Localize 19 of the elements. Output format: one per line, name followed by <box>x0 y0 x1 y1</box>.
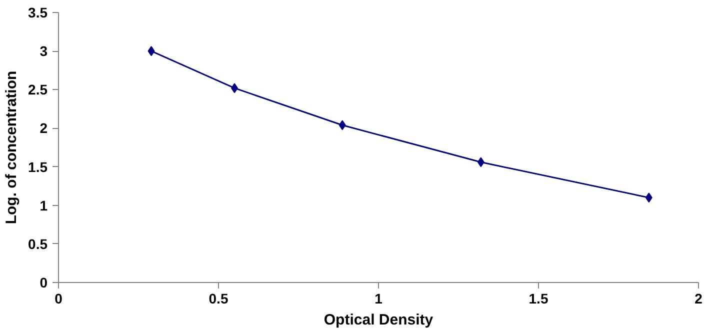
x-tick-label: 1.5 <box>528 290 548 306</box>
point <box>477 157 484 168</box>
point <box>148 46 155 56</box>
x-axis-title: Optical Density <box>324 312 434 328</box>
x-tick-label: 0 <box>54 290 63 306</box>
y-tick-label: 1 <box>40 197 48 214</box>
y-axis-title: Log. of concentration <box>3 70 20 224</box>
y-tick-label: 3 <box>40 43 48 60</box>
y-tick-label: 0 <box>40 274 48 290</box>
y-tick-label: 1.5 <box>28 158 48 175</box>
point <box>338 120 346 130</box>
y-tick-label: 0.5 <box>28 236 48 252</box>
point <box>645 192 652 203</box>
y-tick-label: 2.5 <box>28 82 48 98</box>
y-tick-label: 3.5 <box>28 4 48 20</box>
x-tick-label: 1 <box>374 290 383 306</box>
x-tick-label: 2 <box>694 290 703 306</box>
x-tick-label: 0.5 <box>208 290 228 306</box>
y-tick-label: 2 <box>40 120 48 136</box>
